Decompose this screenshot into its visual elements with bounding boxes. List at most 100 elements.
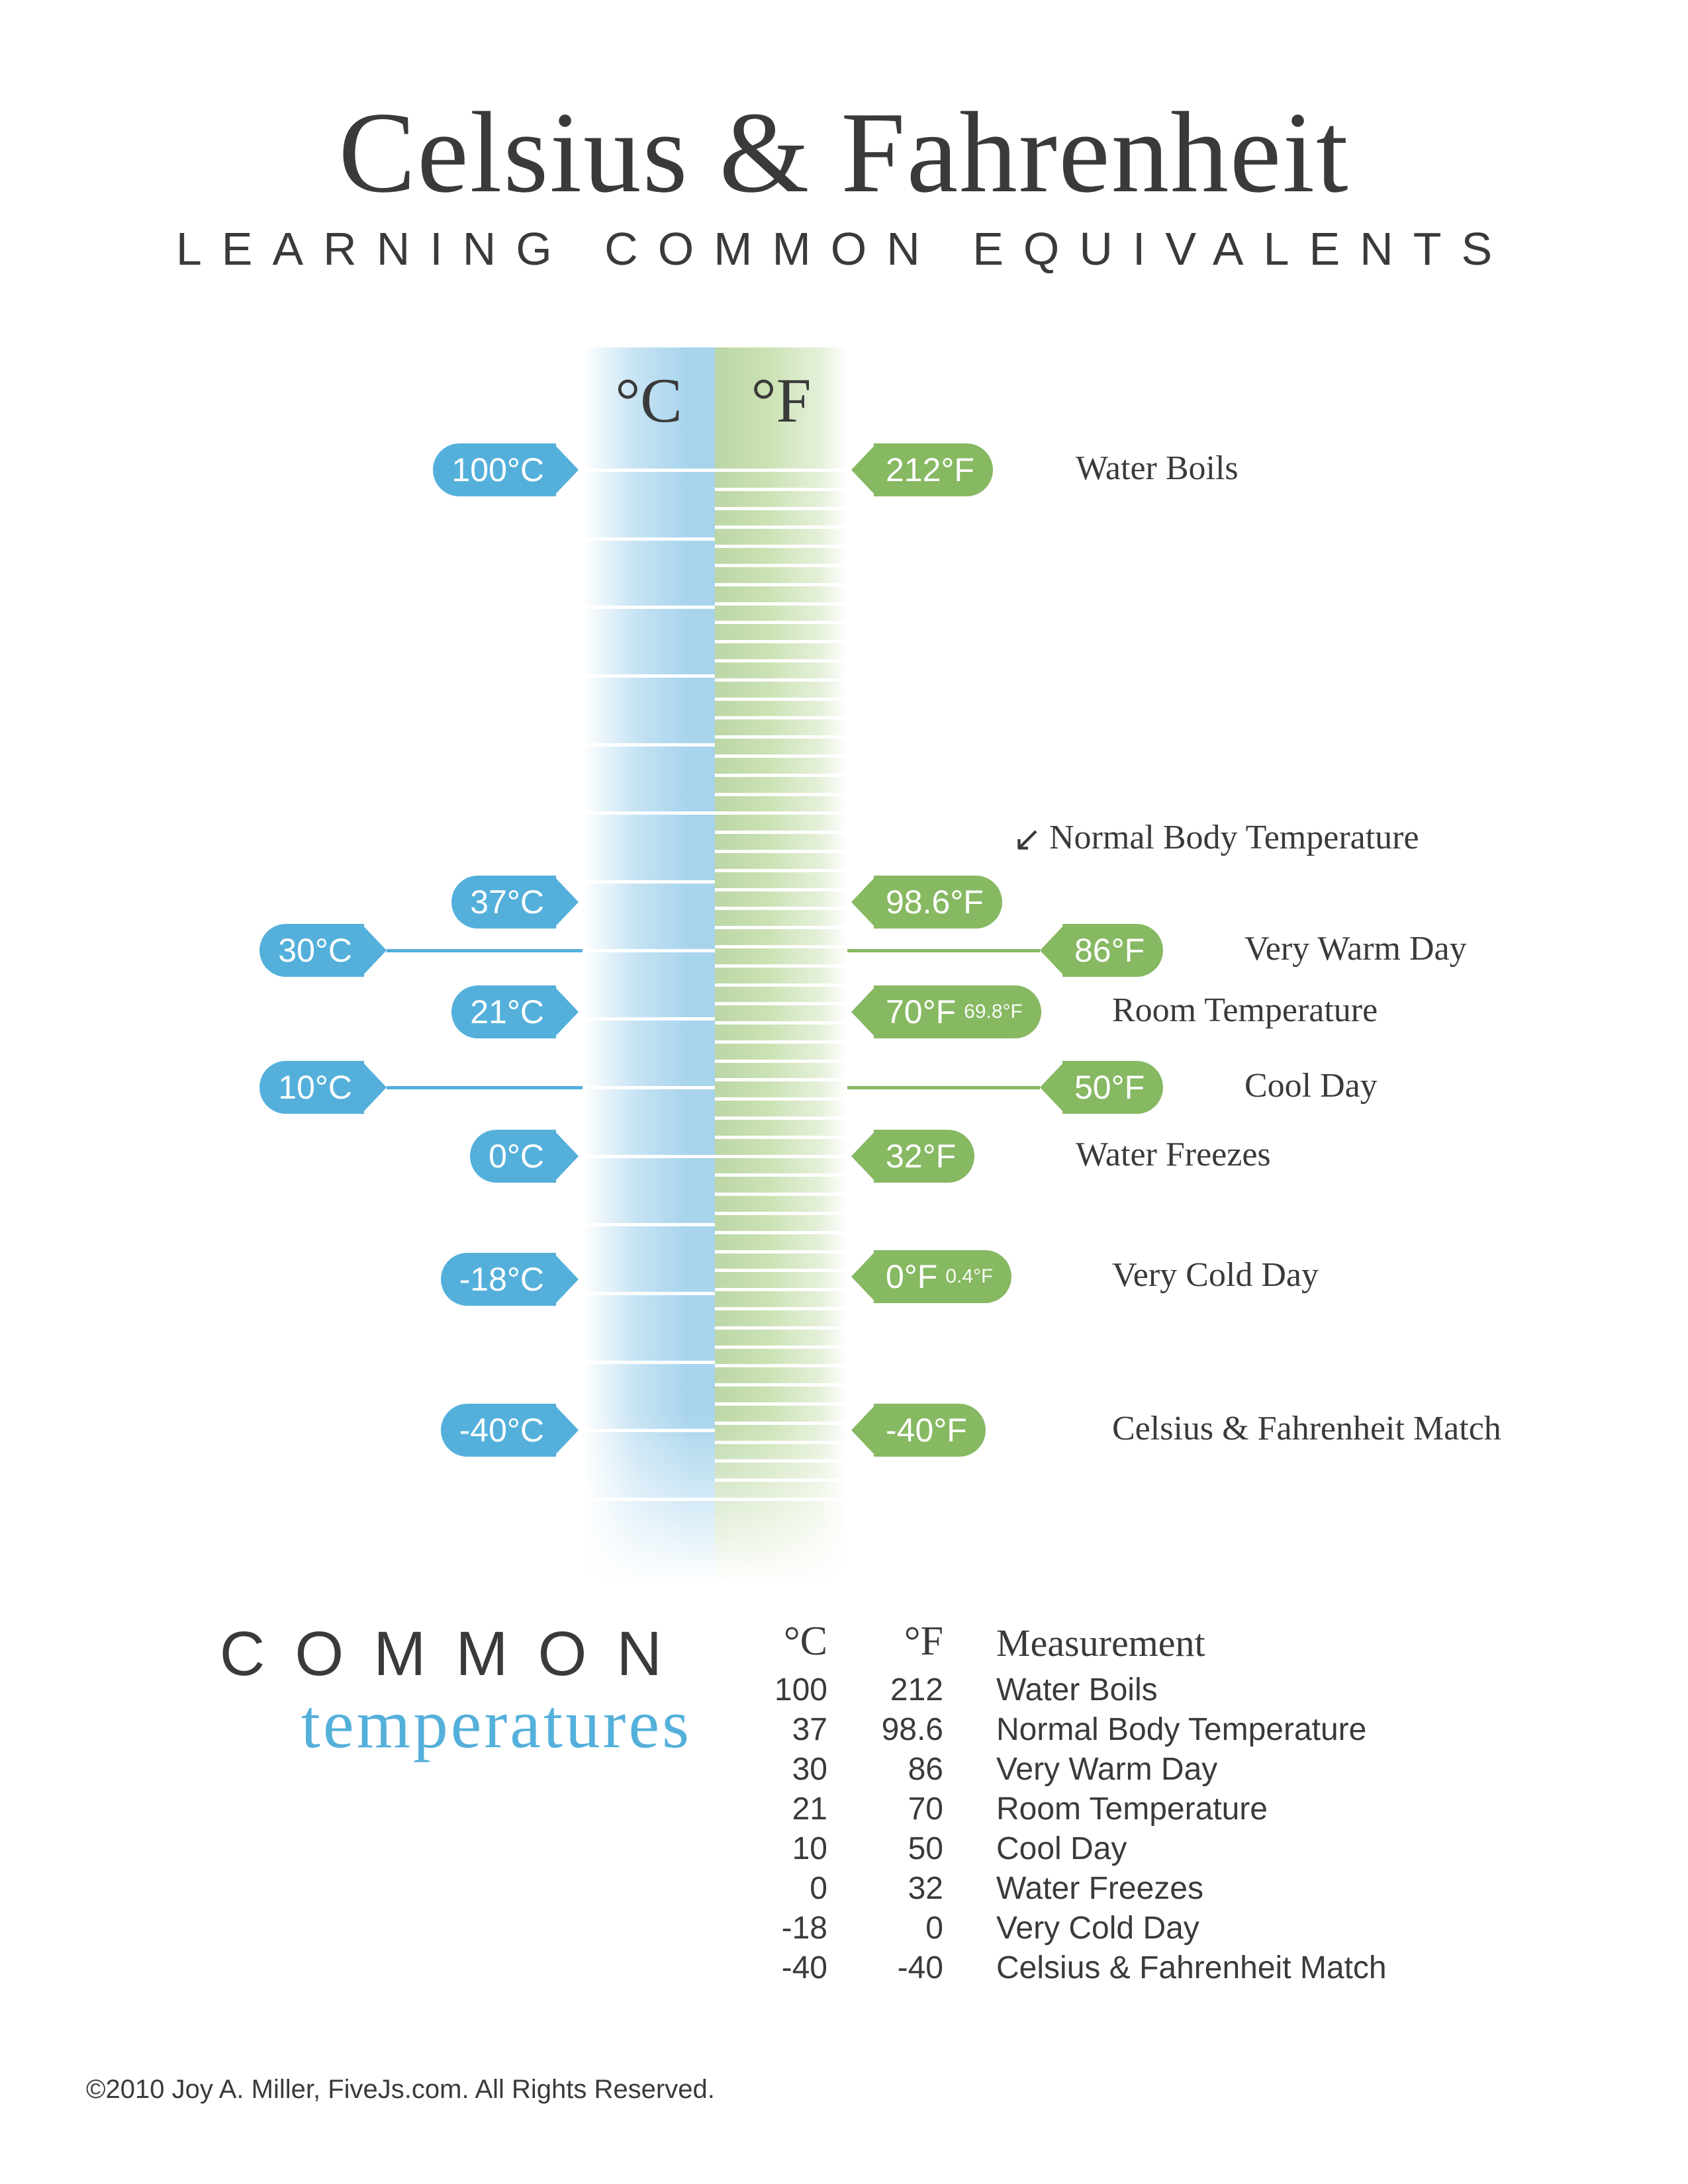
fahrenheit-tick xyxy=(715,1441,847,1444)
table-cell: Cool Day xyxy=(943,1829,1539,1869)
tag-label: 98.6°F xyxy=(886,883,984,921)
fahrenheit-connector xyxy=(847,949,1040,952)
celsius-tick xyxy=(583,674,715,678)
annotation: Very Cold Day xyxy=(1112,1255,1319,1295)
fahrenheit-tick xyxy=(715,1078,847,1081)
fahrenheit-tick xyxy=(715,1250,847,1253)
fahrenheit-tag: 212°F xyxy=(874,443,993,496)
fahrenheit-tick xyxy=(715,698,847,701)
page-title: Celsius & Fahrenheit xyxy=(0,86,1688,219)
fahrenheit-tick xyxy=(715,1269,847,1272)
fahrenheit-tag: -40°F xyxy=(874,1404,986,1457)
tag-label: 10°C xyxy=(278,1068,352,1107)
fahrenheit-tick xyxy=(715,1345,847,1349)
celsius-tick xyxy=(583,1498,715,1501)
table-cell: 21 xyxy=(728,1790,827,1829)
tag-sublabel: 69.8°F xyxy=(964,1001,1023,1023)
celsius-tag: 100°C xyxy=(433,443,556,496)
fahrenheit-tick xyxy=(715,793,847,796)
celsius-tick xyxy=(583,1223,715,1226)
annotation: Room Temperature xyxy=(1112,991,1378,1030)
fahrenheit-tick xyxy=(715,1116,847,1120)
fahrenheit-tick xyxy=(715,716,847,719)
fahrenheit-tick xyxy=(715,869,847,872)
fahrenheit-tick xyxy=(715,774,847,777)
table-row: -180Very Cold Day xyxy=(728,1909,1539,1948)
fahrenheit-tick xyxy=(715,888,847,891)
title-block: Celsius & Fahrenheit LEARNING COMMON EQU… xyxy=(0,86,1688,275)
tag-label: -40°C xyxy=(459,1411,544,1449)
table-cell: 37 xyxy=(728,1710,827,1750)
tag-sublabel: 0.4°F xyxy=(945,1265,993,1288)
table-cell: 212 xyxy=(827,1670,943,1710)
equivalents-table: °C °F Measurement 100212Water Boils3798.… xyxy=(728,1618,1539,1988)
celsius-tag: 0°C xyxy=(470,1130,556,1183)
fahrenheit-tick xyxy=(715,1479,847,1482)
celsius-tick xyxy=(583,743,715,747)
fahrenheit-tick xyxy=(715,488,847,491)
celsius-header: °C xyxy=(583,364,715,437)
celsius-connector xyxy=(387,949,583,952)
fahrenheit-tick xyxy=(715,964,847,968)
fahrenheit-tick xyxy=(715,678,847,682)
fahrenheit-tag: 98.6°F xyxy=(874,876,1002,929)
table-cell: 50 xyxy=(827,1829,943,1869)
fahrenheit-tick xyxy=(715,1288,847,1291)
fahrenheit-tick xyxy=(715,525,847,529)
table-row: 3798.6Normal Body Temperature xyxy=(728,1710,1539,1750)
celsius-tick xyxy=(583,880,715,884)
celsius-tick xyxy=(583,1017,715,1021)
common-heading-block: COMMON temperatures xyxy=(162,1618,692,1764)
table-row: 3086Very Warm Day xyxy=(728,1750,1539,1790)
celsius-tag: 37°C xyxy=(451,876,556,929)
table-cell: Normal Body Temperature xyxy=(943,1710,1539,1750)
celsius-tick xyxy=(583,1429,715,1432)
annotation: Celsius & Fahrenheit Match xyxy=(1112,1409,1501,1448)
common-subtitle: temperatures xyxy=(162,1684,692,1764)
celsius-tick xyxy=(583,811,715,815)
table-cell: -40 xyxy=(827,1948,943,1988)
tag-label: 0°C xyxy=(489,1137,544,1175)
fahrenheit-tick xyxy=(715,907,847,910)
fahrenheit-tick xyxy=(715,602,847,606)
fahrenheit-tick xyxy=(715,659,847,662)
fahrenheit-tick xyxy=(715,945,847,948)
fahrenheit-tick xyxy=(715,1459,847,1463)
celsius-connector xyxy=(387,1086,583,1089)
fahrenheit-tick xyxy=(715,850,847,853)
table-cell: 0 xyxy=(827,1909,943,1948)
common-title: COMMON xyxy=(162,1618,692,1690)
table-row: 1050Cool Day xyxy=(728,1829,1539,1869)
table-cell: Room Temperature xyxy=(943,1790,1539,1829)
fahrenheit-tick xyxy=(715,583,847,586)
celsius-tick xyxy=(583,1086,715,1089)
fahrenheit-tick xyxy=(715,1060,847,1063)
celsius-column xyxy=(583,347,715,1585)
fahrenheit-tick xyxy=(715,1136,847,1139)
tag-label: 100°C xyxy=(451,451,544,489)
table-header-c: °C xyxy=(728,1618,827,1665)
tag-label: -40°F xyxy=(886,1411,967,1449)
tag-label: 86°F xyxy=(1074,931,1145,970)
fahrenheit-tick xyxy=(715,1498,847,1501)
thermometer-diagram: °C °F xyxy=(583,347,847,1585)
fahrenheit-tag: 32°F xyxy=(874,1130,974,1183)
celsius-tag: 30°C xyxy=(259,924,364,977)
fahrenheit-tick xyxy=(715,1212,847,1215)
fahrenheit-tag: 86°F xyxy=(1062,924,1163,977)
celsius-tick xyxy=(583,1361,715,1364)
page-subtitle: LEARNING COMMON EQUIVALENTS xyxy=(0,222,1688,275)
table-cell: 86 xyxy=(827,1750,943,1790)
table-cell: 0 xyxy=(728,1869,827,1909)
table-cell: 32 xyxy=(827,1869,943,1909)
annotation: Water Boils xyxy=(1076,449,1239,488)
fahrenheit-tick xyxy=(715,1155,847,1158)
tag-label: 50°F xyxy=(1074,1068,1145,1107)
celsius-tag: -18°C xyxy=(441,1253,556,1306)
fahrenheit-tick xyxy=(715,1402,847,1406)
table-row: 032Water Freezes xyxy=(728,1869,1539,1909)
table-row: -40-40Celsius & Fahrenheit Match xyxy=(728,1948,1539,1988)
fahrenheit-tick xyxy=(715,1364,847,1367)
table-cell: -18 xyxy=(728,1909,827,1948)
fahrenheit-tick xyxy=(715,1193,847,1196)
